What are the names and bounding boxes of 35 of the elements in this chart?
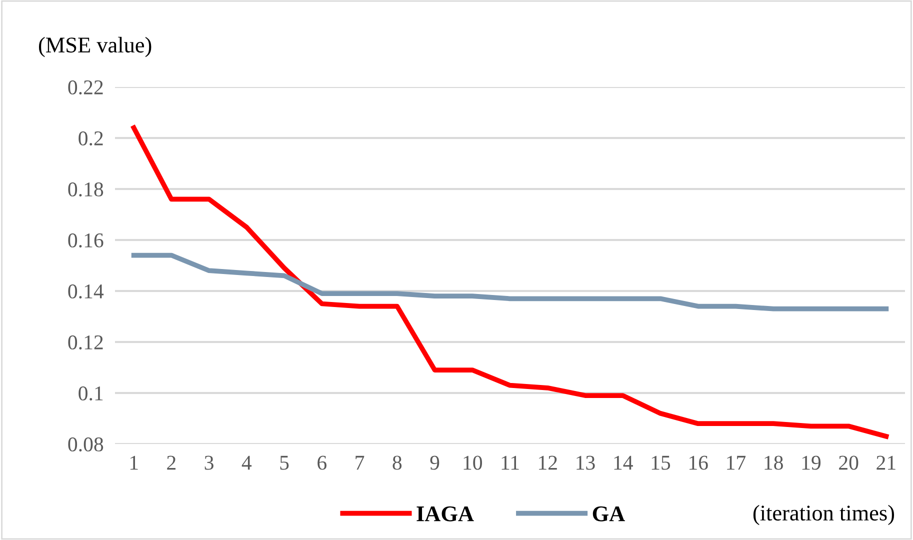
- line-series: [131, 252, 889, 312]
- x-tick-label: 20: [839, 456, 858, 470]
- y-tick-label: 0.18: [68, 182, 104, 197]
- x-tick-label: 5: [280, 456, 289, 470]
- x-tick-label: 9: [430, 456, 440, 470]
- x-tick-label: 18: [764, 456, 783, 470]
- y-tick-label: 0.08: [68, 437, 104, 452]
- y-axis-title: (MSE value): [38, 36, 152, 58]
- legend-label: IAGA: [416, 506, 474, 522]
- x-tick-label: 6: [318, 456, 326, 470]
- x-tick-label: 12: [539, 456, 557, 470]
- x-tick-label: 14: [614, 456, 633, 470]
- y-tick-label: 0.22: [68, 80, 103, 95]
- x-tick-label: 17: [727, 456, 746, 470]
- x-tick-label: 19: [802, 456, 821, 470]
- x-tick-label: 3: [204, 456, 214, 470]
- x-tick-label: 7: [356, 456, 364, 470]
- y-tick-label: 0.1: [78, 386, 103, 401]
- x-tick-label: 16: [690, 456, 708, 470]
- x-tick-label: 15: [652, 456, 670, 470]
- x-tick-label: 2: [167, 456, 176, 470]
- y-tick-label: 0.12: [68, 335, 103, 350]
- legend-label: GA: [592, 506, 625, 522]
- y-tick-label: 0.16: [68, 233, 104, 248]
- x-tick-label: 1: [130, 456, 138, 470]
- x-tick-label: 13: [576, 456, 595, 470]
- x-tick-label: 10: [464, 456, 482, 470]
- x-tick-label: 8: [392, 456, 402, 470]
- y-tick-label: 0.14: [68, 284, 104, 299]
- x-tick-label: 4: [242, 456, 252, 470]
- x-axis-title: (iteration times): [753, 504, 894, 526]
- x-tick-label: 11: [502, 456, 519, 470]
- y-tick-label: 0.2: [78, 131, 103, 146]
- line-series: [131, 125, 889, 439]
- x-tick-label: 21: [876, 456, 896, 470]
